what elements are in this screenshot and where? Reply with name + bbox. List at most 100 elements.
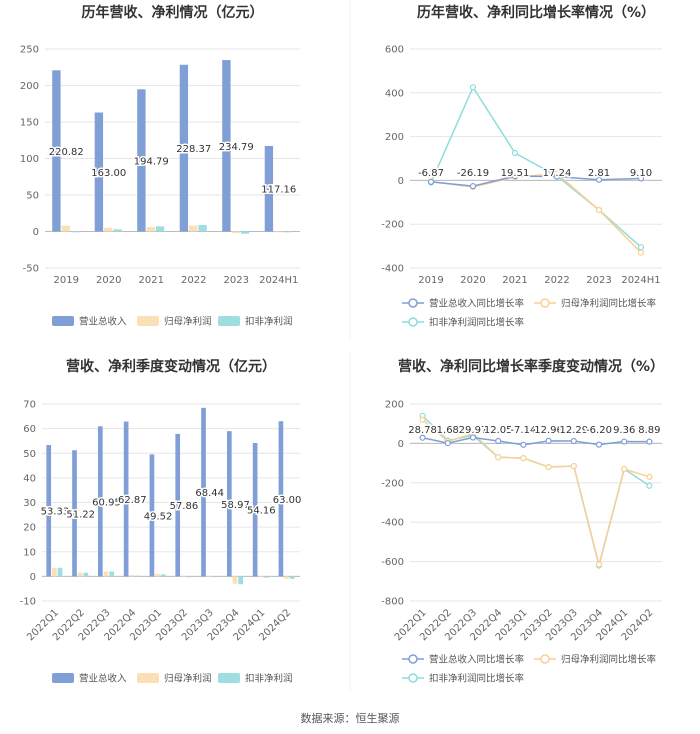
data-point xyxy=(570,437,577,445)
bar xyxy=(52,567,57,577)
bar xyxy=(72,450,77,577)
data-label: 54.16 xyxy=(247,506,276,517)
bar xyxy=(46,445,52,577)
bar xyxy=(189,225,198,232)
x-tick-label: 2021 xyxy=(139,275,164,286)
y-tick-label: -600 xyxy=(381,557,404,568)
y-tick-label: 60 xyxy=(23,424,36,435)
data-point xyxy=(444,439,451,447)
bar xyxy=(70,231,80,233)
data-label: -6.20 xyxy=(586,425,612,436)
data-label: 194.79 xyxy=(134,156,169,167)
data-label: 9.10 xyxy=(630,168,652,179)
data-label: -6.87 xyxy=(418,168,444,179)
data-label: 57.86 xyxy=(170,501,199,512)
data-label: 220.82 xyxy=(49,147,84,158)
bar xyxy=(129,575,135,577)
data-point xyxy=(427,178,435,186)
y-tick-label: -50 xyxy=(23,264,39,275)
chart-annual-growth: 历年营收、净利同比增长率情况（%） -400 -200 0 200 400 600 2019 2… xyxy=(381,4,662,329)
data-label: 29.97 xyxy=(459,425,488,436)
bar xyxy=(113,229,122,232)
bar xyxy=(264,145,274,232)
bar xyxy=(212,576,218,578)
data-point xyxy=(595,176,603,183)
bar xyxy=(289,576,295,579)
y-tick-label: -400 xyxy=(381,264,404,275)
y-tick-label: 250 xyxy=(20,45,39,56)
data-point xyxy=(621,438,628,445)
data-point xyxy=(570,462,577,470)
data-point xyxy=(646,473,653,480)
bar xyxy=(284,576,289,579)
y-tick-label: 600 xyxy=(385,45,404,56)
series-line xyxy=(422,436,650,446)
bar xyxy=(83,572,89,577)
legend-label: 归母净利润同比增长率 xyxy=(561,298,657,310)
chart-title: 历年营收、净利情况（亿元） xyxy=(82,4,264,21)
legend-label: 扣非净利润同比增长率 xyxy=(429,673,525,685)
x-tick-label: 2019 xyxy=(418,275,443,286)
chart-annual-bar: 历年营收、净利情况（亿元） -50 0 50 100 150 200 250 2019 2020 2… xyxy=(20,4,300,328)
data-point xyxy=(495,454,502,461)
bar xyxy=(252,443,258,577)
legend-label: 营业总收入同比增长率 xyxy=(429,654,525,666)
data-label: -7.14 xyxy=(510,425,536,436)
data-point xyxy=(419,416,426,423)
y-tick-label: 40 xyxy=(23,473,36,484)
data-point xyxy=(545,463,552,471)
bar xyxy=(222,60,231,232)
data-label: 68.44 xyxy=(195,488,224,499)
data-label: 12.05 xyxy=(484,425,513,436)
y-tick-label: 0 xyxy=(33,227,39,238)
data-point xyxy=(469,183,477,190)
bar xyxy=(238,576,244,585)
data-label: 28.78 xyxy=(408,425,437,436)
legend-label: 扣非净利润 xyxy=(245,673,293,685)
y-tick-label: 20 xyxy=(23,523,36,534)
data-label: 2.81 xyxy=(588,168,610,179)
bar xyxy=(264,576,269,578)
y-tick-label: -10 xyxy=(20,597,36,608)
data-point xyxy=(469,84,477,91)
bar xyxy=(232,576,238,584)
bar xyxy=(160,574,166,577)
y-tick-label: 0 xyxy=(398,439,404,450)
data-point xyxy=(637,244,645,251)
data-point xyxy=(621,465,628,473)
legend-swatch xyxy=(137,673,159,683)
y-tick-label: -200 xyxy=(381,478,404,489)
data-label: -26.19 xyxy=(457,168,489,179)
x-tick-label: 2019 xyxy=(54,275,79,286)
y-tick-label: 10 xyxy=(23,547,36,558)
legend-label: 扣非净利润 xyxy=(245,316,293,328)
chart-quarter-bar: 营收、净利季度变动情况（亿元）-100102030405060702022Q12… xyxy=(20,358,303,685)
data-label: 60.95 xyxy=(92,497,121,508)
data-point xyxy=(637,175,645,182)
bar xyxy=(278,421,284,577)
data-label: 51.22 xyxy=(66,509,95,520)
x-tick-label: 2023 xyxy=(586,275,611,286)
data-label: 58.97 xyxy=(221,500,250,511)
y-tick-label: -400 xyxy=(381,518,404,529)
data-label: 234.79 xyxy=(219,142,254,153)
legend-label: 归母净利润 xyxy=(164,316,212,328)
bar xyxy=(186,576,192,578)
data-label: 63.00 xyxy=(273,495,302,506)
bar xyxy=(123,421,129,577)
bar xyxy=(104,227,113,232)
bar xyxy=(274,231,283,233)
y-tick-label: 0 xyxy=(398,176,404,187)
y-tick-label: 200 xyxy=(20,81,39,92)
bar xyxy=(198,224,207,232)
bar xyxy=(231,231,240,233)
bar xyxy=(240,231,250,234)
data-point xyxy=(511,173,519,180)
data-label: 1.68 xyxy=(437,425,459,436)
data-label: 9.36 xyxy=(613,425,635,436)
bar xyxy=(258,576,264,578)
legend-label: 归母净利润同比增长率 xyxy=(561,654,657,666)
bar xyxy=(94,112,104,232)
data-point xyxy=(646,482,653,489)
